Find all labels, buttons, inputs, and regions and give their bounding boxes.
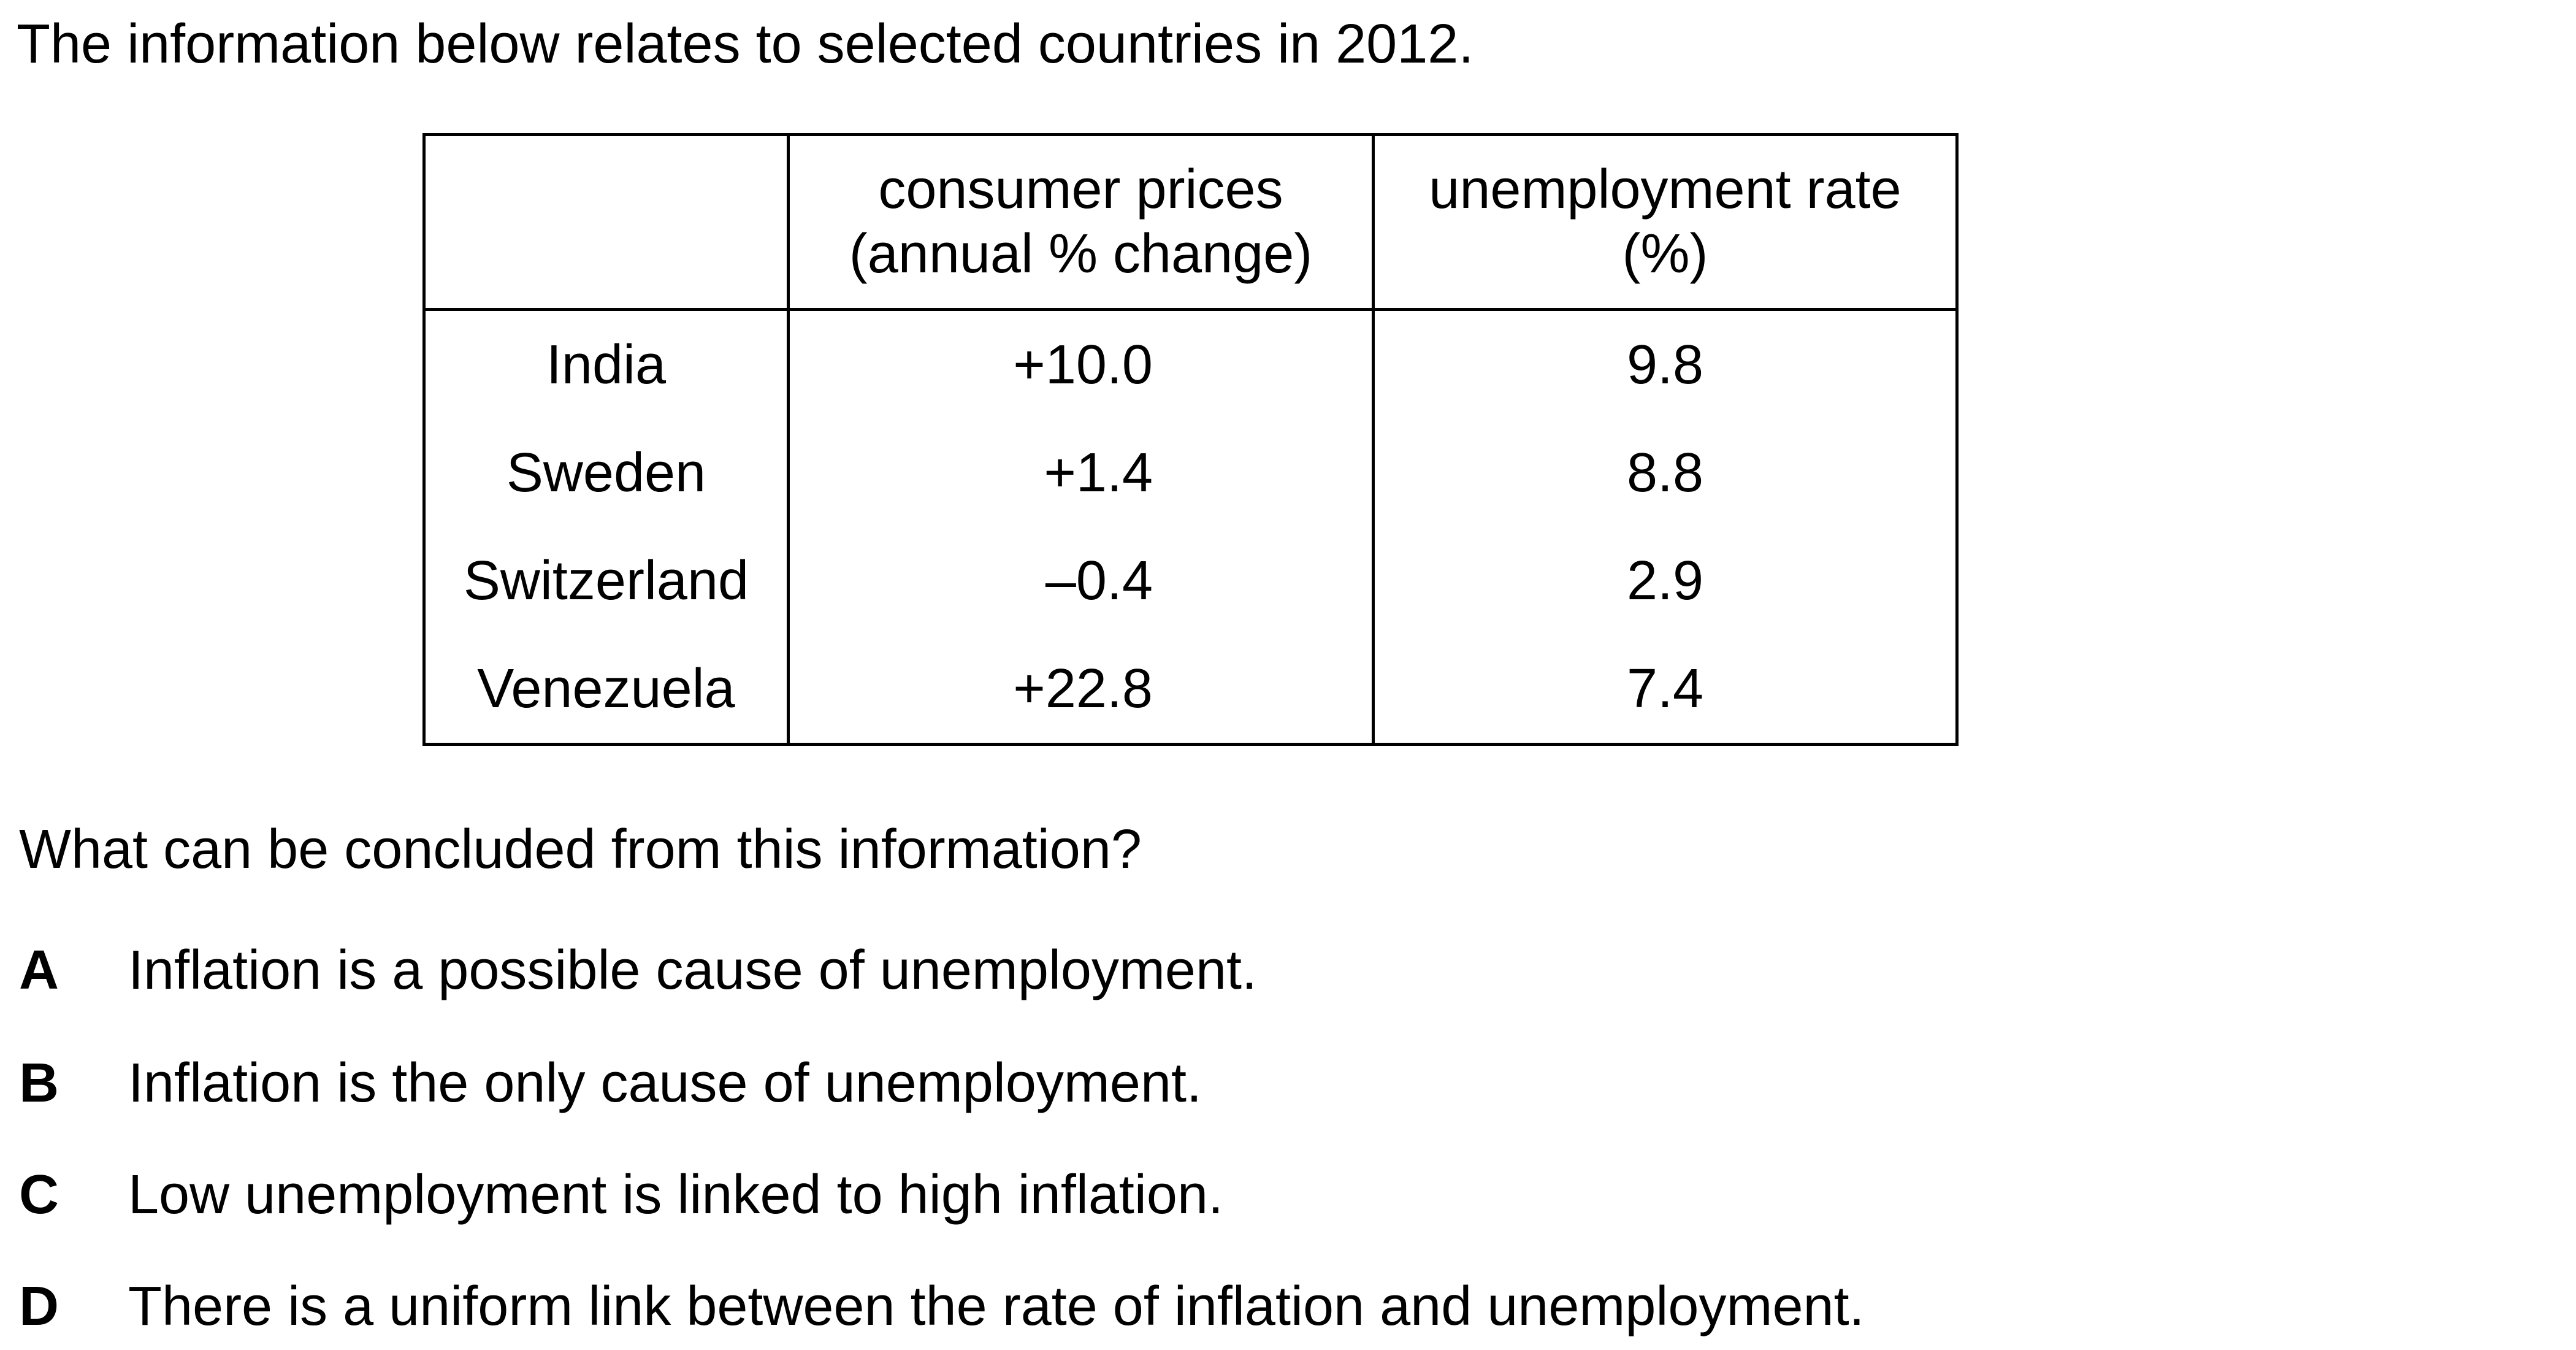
unemployment-rate-cell: 7.4 xyxy=(1372,635,1959,746)
consumer-prices-value: +10.0 xyxy=(1013,334,1153,396)
header-country-blank xyxy=(422,133,790,311)
header-consumer-prices: consumer prices (annual % change) xyxy=(787,133,1375,311)
table-row: India +10.0 9.8 xyxy=(422,309,1959,419)
option-letter: A xyxy=(19,940,59,1001)
table-row: Switzerland –0.4 2.9 xyxy=(422,527,1959,635)
consumer-prices-value: –0.4 xyxy=(1045,550,1153,612)
option-a[interactable]: A Inflation is a possible cause of unempl… xyxy=(19,940,1257,1001)
header-unemployment-rate-line-1: unemployment rate xyxy=(1429,159,1901,220)
country-cell: Switzerland xyxy=(422,527,790,635)
option-letter: C xyxy=(19,1164,59,1225)
consumer-prices-value: +1.4 xyxy=(1044,442,1153,504)
header-unemployment-rate-line-2: (%) xyxy=(1622,223,1708,285)
header-unemployment-rate: unemployment rate (%) xyxy=(1372,133,1959,311)
option-letter: D xyxy=(19,1276,59,1337)
option-b[interactable]: B Inflation is the only cause of unemploy… xyxy=(19,1053,1202,1114)
consumer-prices-value: +22.8 xyxy=(1013,658,1153,719)
header-consumer-prices-line-1: consumer prices xyxy=(878,159,1283,220)
country-cell: India xyxy=(422,309,790,419)
header-consumer-prices-line-2: (annual % change) xyxy=(849,223,1313,285)
consumer-prices-cell: +1.4 xyxy=(787,419,1375,527)
unemployment-rate-cell: 8.8 xyxy=(1372,419,1959,527)
option-text: Inflation is the only cause of unemploym… xyxy=(128,1053,1202,1114)
option-letter: B xyxy=(19,1053,59,1114)
country-cell: Sweden xyxy=(422,419,790,527)
option-c[interactable]: C Low unemployment is linked to high infl… xyxy=(19,1164,1223,1225)
question-text: What can be concluded from this informat… xyxy=(19,819,1142,880)
option-text: Inflation is a possible cause of unemplo… xyxy=(128,940,1258,1001)
option-text: There is a uniform link between the rate… xyxy=(128,1276,1865,1337)
intro-text: The information below relates to selecte… xyxy=(17,13,1474,75)
country-cell: Venezuela xyxy=(422,635,790,746)
option-d[interactable]: D There is a uniform link between the rat… xyxy=(19,1276,1865,1337)
table-row: Sweden +1.4 8.8 xyxy=(422,419,1959,527)
consumer-prices-cell: –0.4 xyxy=(787,527,1375,635)
country-data-table: consumer prices (annual % change) unempl… xyxy=(422,133,1959,746)
unemployment-rate-cell: 9.8 xyxy=(1372,309,1959,419)
consumer-prices-cell: +10.0 xyxy=(787,309,1375,419)
table-row: Venezuela +22.8 7.4 xyxy=(422,635,1959,746)
unemployment-rate-cell: 2.9 xyxy=(1372,527,1959,635)
option-text: Low unemployment is linked to high infla… xyxy=(128,1164,1224,1225)
consumer-prices-cell: +22.8 xyxy=(787,635,1375,746)
table-header-row: consumer prices (annual % change) unempl… xyxy=(422,133,1959,311)
